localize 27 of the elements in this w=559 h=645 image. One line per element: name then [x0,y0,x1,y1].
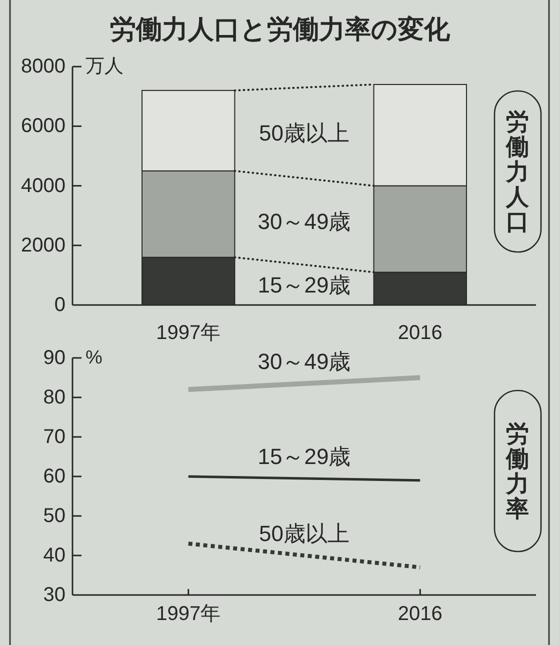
series-label: 50歳以上 [259,520,350,546]
ytick-label: 90 [43,346,66,369]
series-label: 50歳以上 [259,120,350,146]
series-label: 15～29歳 [258,444,351,469]
ytick-label: 0 [54,294,66,316]
title: 労働力人口と労働力率の変化 [110,14,450,44]
ylabel: % [86,347,102,368]
ytick-label: 80 [43,386,66,408]
series-label: 30～49歳 [258,209,351,234]
xtick-label: 1997年 [156,322,221,344]
ylabel: 万人 [86,56,124,78]
xtick-label: 2016 [398,603,442,625]
ytick-label: 6000 [21,115,66,138]
ytick-label: 2000 [21,234,66,256]
ytick-label: 70 [43,426,66,448]
ytick-label: 60 [43,465,66,488]
ytick-label: 50 [43,504,66,527]
xtick-label: 1997年 [156,603,221,625]
annotation: 労働力率 [506,420,530,522]
series-label: 15～29歳 [258,272,351,298]
ytick-label: 8000 [21,56,66,78]
ytick-label: 40 [43,544,66,566]
series-label: 30～49歳 [258,349,351,374]
xtick-label: 2016 [398,322,442,344]
ytick-label: 30 [43,584,66,606]
ytick-label: 4000 [21,174,66,197]
annotation: 労働力人口 [506,108,530,234]
